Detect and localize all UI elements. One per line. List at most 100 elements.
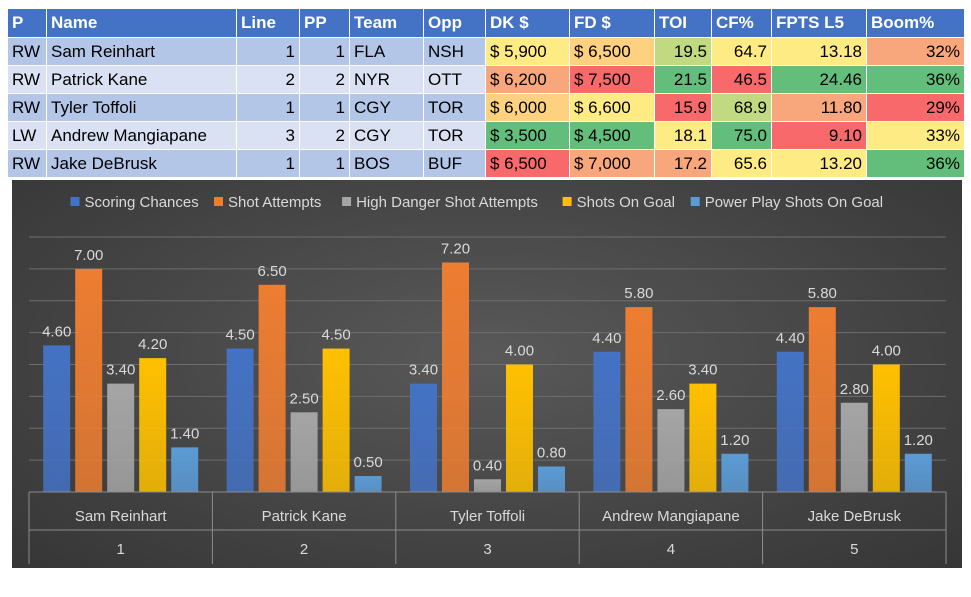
legend-label: Power Play Shots On Goal — [705, 194, 883, 211]
bar — [258, 284, 286, 492]
cell-fd: $ 7,000 — [569, 149, 655, 178]
cell-opp: OTT — [423, 65, 486, 94]
bar — [840, 402, 868, 492]
cell-opp: NSH — [423, 37, 486, 66]
column-header: Boom% — [866, 8, 965, 38]
table-row: RW Sam Reinhart 1 1 FLA NSH $ 5,900 $ 6,500 19.5… — [7, 37, 965, 66]
legend-entry: Power Play Shots On Goal — [690, 194, 883, 211]
category-label: Andrew Mangiapane — [602, 508, 740, 525]
data-label: 6.50 — [257, 263, 286, 280]
data-label: 1.20 — [720, 432, 749, 449]
cell-dk: $ 6,000 — [485, 93, 570, 122]
cell-name: Jake DeBrusk — [46, 149, 237, 178]
bar — [593, 351, 621, 492]
legend-swatch — [70, 197, 80, 206]
cell-team: NYR — [349, 65, 424, 94]
table-row: RW Tyler Toffoli 1 1 CGY TOR $ 6,000 $ 6,600 15.… — [7, 93, 965, 122]
category-label: Sam Reinhart — [75, 508, 168, 525]
data-label: 3.40 — [106, 362, 135, 379]
cell-name: Sam Reinhart — [46, 37, 237, 66]
cell-pp: 1 — [299, 149, 350, 178]
legend-label: Shot Attempts — [228, 194, 321, 211]
cell-cf: 75.0 — [711, 121, 772, 150]
bar — [410, 383, 437, 492]
data-label: 5.80 — [808, 285, 837, 302]
cell-boom: 33% — [866, 121, 965, 150]
bar — [322, 348, 350, 492]
data-label: 4.40 — [776, 330, 805, 347]
cell-team: FLA — [349, 37, 424, 66]
data-label: 5.80 — [624, 285, 653, 302]
legend-entry: Scoring Chances — [70, 194, 199, 211]
column-header: Name — [46, 8, 237, 38]
cell-opp: TOR — [423, 121, 486, 150]
data-label: 4.20 — [138, 336, 167, 353]
bar — [354, 476, 382, 492]
bar — [721, 453, 749, 492]
cell-line: 3 — [236, 121, 300, 150]
cell-pp: 1 — [299, 93, 350, 122]
bar — [442, 262, 469, 492]
data-label: 2.60 — [656, 387, 685, 404]
data-label: 4.40 — [592, 330, 621, 347]
category-number: 4 — [667, 541, 675, 558]
legend-label: Scoring Chances — [85, 194, 199, 211]
data-label: 0.40 — [473, 457, 502, 474]
legend-label: High Danger Shot Attempts — [356, 194, 538, 211]
data-label: 4.50 — [225, 327, 254, 344]
data-label: 1.20 — [904, 432, 933, 449]
table-row: RW Patrick Kane 2 2 NYR OTT $ 6,200 $ 7,500 21.5… — [7, 65, 965, 94]
category-number: 2 — [300, 541, 308, 558]
cell-line: 1 — [236, 93, 300, 122]
cell-pp: 2 — [299, 121, 350, 150]
table-row: RW Jake DeBrusk 1 1 BOS BUF $ 6,500 $ 7,000 17.2… — [7, 149, 965, 178]
column-header: CF% — [711, 8, 772, 38]
bar — [171, 447, 199, 492]
legend-swatch — [214, 197, 223, 206]
data-label: 2.80 — [840, 381, 869, 398]
cell-toi: 19.5 — [654, 37, 712, 66]
cell-name: Andrew Mangiapane — [46, 121, 237, 150]
cell-team: CGY — [349, 93, 424, 122]
data-label: 4.60 — [42, 323, 71, 340]
data-label: 4.50 — [321, 327, 350, 344]
category-label: Tyler Toffoli — [450, 508, 525, 525]
cell-fpts: 13.18 — [771, 37, 867, 66]
cell-boom: 32% — [866, 37, 965, 66]
stats-table: P Name Line PP Team Opp DK $ FD $ TOI CF% FPTS L5 B… — [7, 8, 965, 178]
column-header: DK $ — [485, 8, 570, 38]
cell-line: 1 — [236, 149, 300, 178]
data-label: 0.80 — [537, 445, 566, 462]
cell-pos: RW — [7, 37, 47, 66]
bar — [506, 364, 533, 492]
cell-pos: RW — [7, 149, 47, 178]
legend-swatch — [690, 197, 700, 206]
cell-pp: 2 — [299, 65, 350, 94]
column-header: FPTS L5 — [771, 8, 867, 38]
bar — [107, 383, 135, 492]
cell-cf: 64.7 — [711, 37, 772, 66]
data-label: 1.40 — [170, 425, 199, 442]
column-header: P — [7, 8, 47, 38]
cell-team: CGY — [349, 121, 424, 150]
cell-boom: 36% — [866, 149, 965, 178]
cell-fd: $ 6,500 — [569, 37, 655, 66]
cell-fd: $ 6,600 — [569, 93, 655, 122]
data-label: 0.50 — [353, 454, 382, 471]
cell-cf: 46.5 — [711, 65, 772, 94]
legend-entry: Shot Attempts — [214, 194, 321, 211]
bar — [226, 348, 254, 492]
cell-fpts: 9.10 — [771, 121, 867, 150]
data-label: 4.00 — [505, 343, 534, 360]
cell-line: 1 — [236, 37, 300, 66]
category-number: 1 — [117, 541, 125, 558]
cell-opp: BUF — [423, 149, 486, 178]
column-header: FD $ — [569, 8, 655, 38]
table-header-row: P Name Line PP Team Opp DK $ FD $ TOI CF% FPTS L5 B… — [7, 8, 965, 38]
column-header: TOI — [654, 8, 712, 38]
column-header: PP — [299, 8, 350, 38]
cell-toi: 17.2 — [654, 149, 712, 178]
legend-label: Shots On Goal — [577, 194, 675, 211]
grouped-bar-chart: Scoring Chances Shot Attempts High Danger … — [28, 194, 947, 564]
cell-pos: RW — [7, 65, 47, 94]
